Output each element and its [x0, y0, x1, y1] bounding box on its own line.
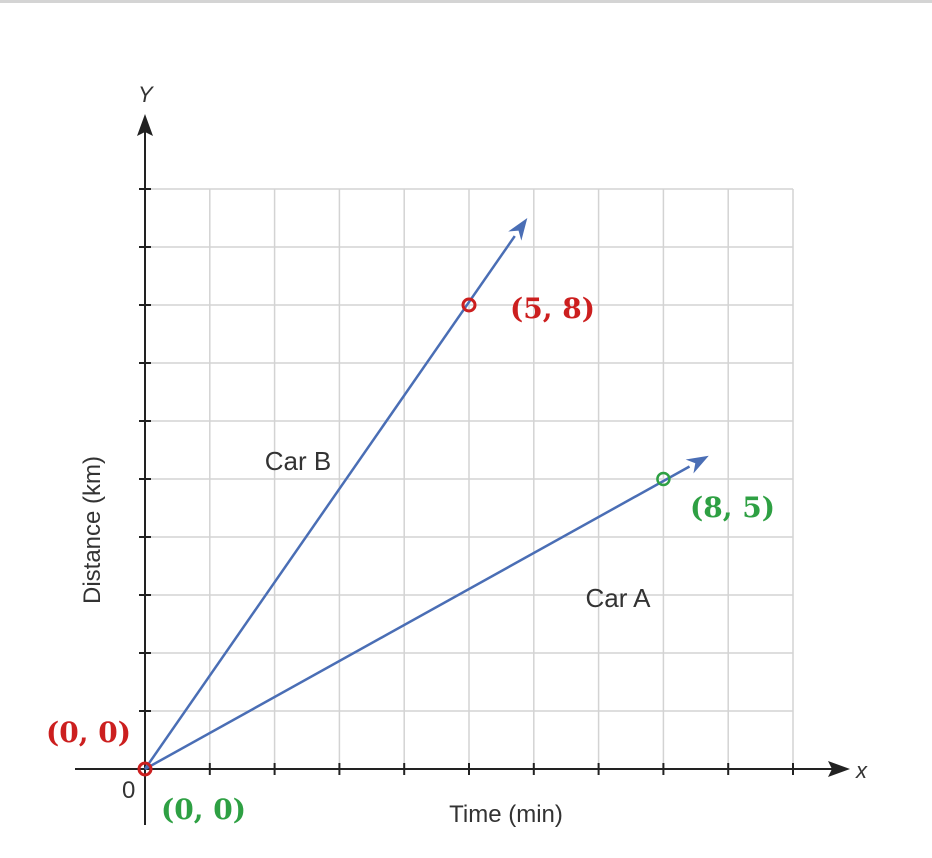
- point-marker-car-a-end: [656, 471, 671, 487]
- series-label-car-b: Car B: [265, 446, 331, 476]
- markers: [137, 297, 671, 777]
- y-axis-label: Distance (km): [79, 456, 106, 604]
- x-axis-label: Time (min): [449, 801, 563, 828]
- series: [143, 218, 709, 771]
- series-line-car-b: [143, 235, 516, 770]
- point-marker-origin: [137, 761, 153, 777]
- point-label-car-a-end: (8, 5): [690, 491, 775, 524]
- grid: [145, 188, 794, 769]
- series-arrow-car-b: [508, 218, 528, 241]
- x-axis-letter: x: [855, 758, 868, 783]
- y-axis-letter: Y: [138, 82, 154, 107]
- series-arrow-car-a: [685, 455, 709, 474]
- top-border: [0, 0, 932, 3]
- series-label-car-a: Car A: [585, 583, 651, 613]
- series-line-car-a: [144, 465, 691, 771]
- point-label-origin-red: (0, 0): [46, 716, 131, 749]
- ticks: [139, 188, 794, 775]
- y-axis-arrow: [137, 114, 153, 136]
- point-marker-car-b-end: [461, 297, 477, 313]
- origin-label: 0: [122, 777, 135, 804]
- point-label-car-b-end: (5, 8): [510, 292, 595, 325]
- point-label-origin-green: (0, 0): [161, 793, 246, 826]
- x-axis-arrow: [828, 761, 850, 777]
- axes: [75, 114, 850, 825]
